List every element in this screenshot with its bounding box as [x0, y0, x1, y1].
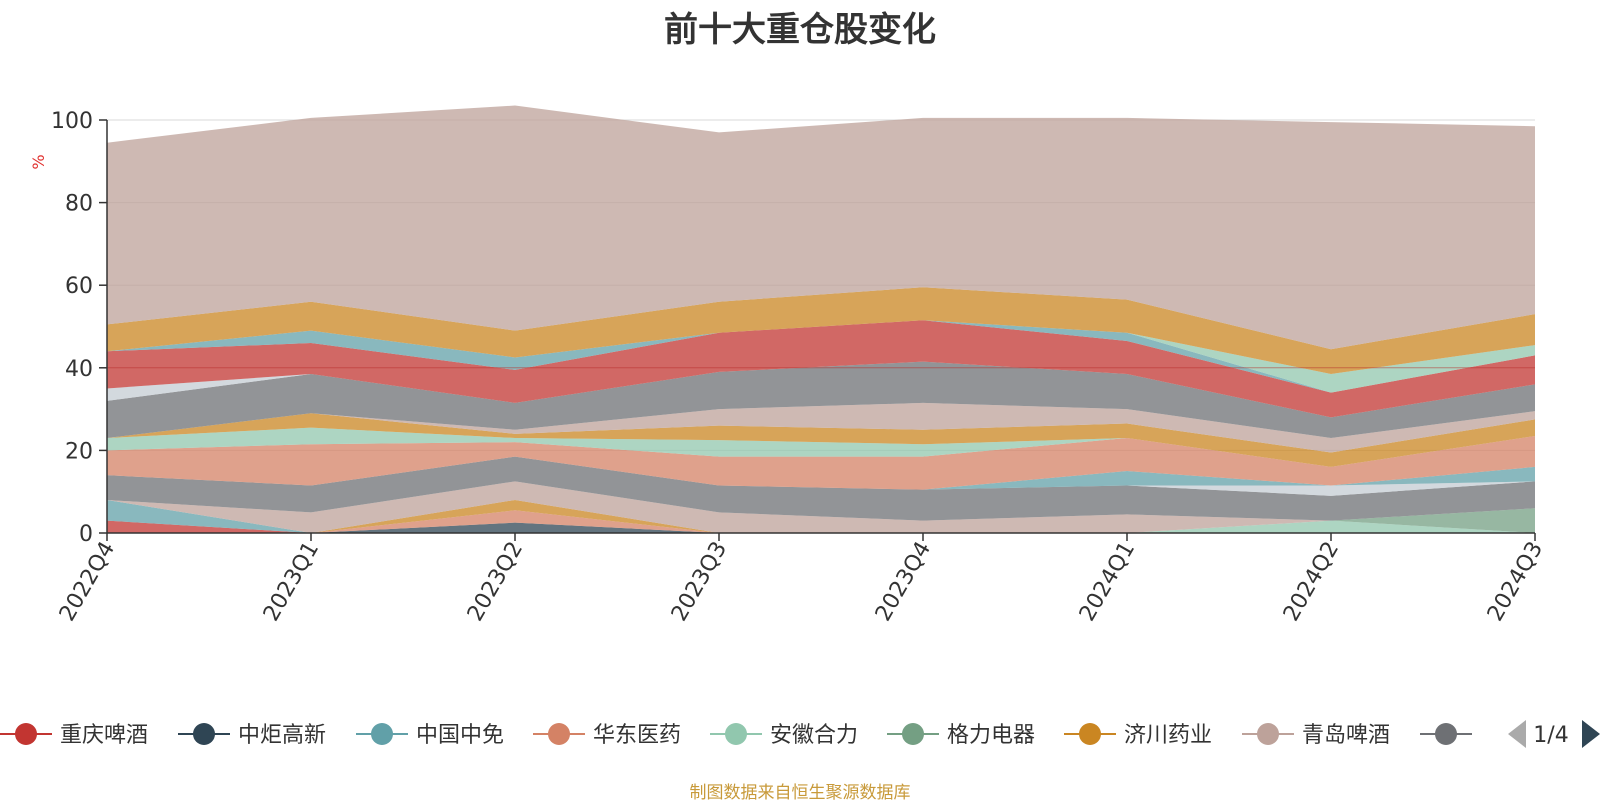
- legend-label: 青岛啤酒: [1302, 723, 1390, 748]
- legend-marker-icon: [371, 723, 393, 745]
- source-note: 制图数据来自恒生聚源数据库: [689, 783, 911, 803]
- legend-next-page-icon[interactable]: [1582, 720, 1600, 748]
- legend-marker-icon: [1257, 723, 1279, 745]
- area-series-13: [107, 427, 1535, 467]
- area-series-8: [107, 481, 1535, 533]
- legend-item[interactable]: 安徽合力: [710, 723, 858, 748]
- legend-label: 重庆啤酒: [60, 723, 148, 748]
- y-tick-label: 80: [65, 192, 93, 217]
- legend-marker-icon: [548, 723, 570, 745]
- legend-item[interactable]: 青岛啤酒: [1242, 723, 1390, 748]
- stacked-areas: [107, 105, 1535, 533]
- area-series-15: [107, 402, 1535, 453]
- y-tick-label: 100: [51, 109, 93, 134]
- area-series-11: [107, 456, 1535, 490]
- area-series-9: [107, 456, 1535, 521]
- area-series-14: [107, 413, 1535, 467]
- x-tick-label: 2024Q2: [1279, 538, 1344, 626]
- legend-marker-icon: [1435, 723, 1457, 745]
- y-tick-label: 0: [79, 522, 93, 547]
- legend-page-indicator: 1/4: [1533, 723, 1568, 748]
- x-tick-labels: 2022Q4 2023Q1 2023Q2 2023Q3 2023Q4 2024Q1 2024…: [55, 533, 1548, 626]
- legend-item[interactable]: 济川药业: [1064, 723, 1212, 748]
- area-series-12: [107, 435, 1535, 490]
- legend-prev-page-icon[interactable]: [1508, 720, 1526, 748]
- legend-label: 安徽合力: [770, 723, 858, 748]
- legend-marker-icon: [902, 723, 924, 745]
- y-tick-label: 40: [65, 357, 93, 382]
- area-series-4: [107, 499, 1535, 533]
- legend-label: 中炬高新: [238, 723, 326, 748]
- x-tick-label: 2024Q3: [1483, 538, 1548, 626]
- y-axis-unit-label: %: [29, 154, 48, 169]
- area-series-16: [107, 361, 1535, 439]
- legend-item[interactable]: 格力电器: [887, 723, 1035, 748]
- legend-item[interactable]: 华东医药: [533, 723, 681, 748]
- x-tick-label: 2023Q3: [667, 538, 732, 626]
- legend-label: 格力电器: [947, 723, 1035, 748]
- y-tick-label: 60: [65, 274, 93, 299]
- area-series-2: [107, 520, 1535, 533]
- y-tick-label: 20: [65, 439, 93, 464]
- legend-marker-icon: [15, 723, 37, 745]
- area-series-18: [107, 320, 1535, 418]
- area-series-1: [107, 520, 1535, 533]
- legend-label: 中国中免: [416, 723, 504, 748]
- legend-item[interactable]: [1420, 723, 1472, 745]
- x-tick-label: 2024Q1: [1075, 538, 1140, 626]
- y-tick-labels: 0 20 40 60 80 100: [51, 109, 107, 547]
- chart-title: 前十大重仓股变化: [664, 10, 936, 50]
- area-series-10: [107, 456, 1535, 496]
- area-series-22: [107, 105, 1535, 350]
- legend-item[interactable]: 重庆啤酒: [0, 723, 148, 748]
- legend-marker-icon: [1079, 723, 1101, 745]
- legend-label: 华东医药: [593, 723, 681, 748]
- legend-pager: 1/4: [1508, 720, 1600, 748]
- area-series-21: [107, 287, 1535, 374]
- legend-label: 济川药业: [1124, 723, 1212, 748]
- x-tick-label: 2023Q2: [463, 538, 528, 626]
- x-tick-label: 2022Q4: [55, 538, 120, 626]
- x-tick-label: 2023Q4: [871, 538, 936, 626]
- area-series-7: [107, 499, 1535, 533]
- area-series-5: [107, 499, 1535, 533]
- legend-item[interactable]: 中炬高新: [178, 723, 326, 748]
- legend-item[interactable]: 中国中免: [356, 723, 504, 748]
- x-tick-label: 2023Q1: [259, 538, 324, 626]
- legend-marker-icon: [193, 723, 215, 745]
- legend: 重庆啤酒 中炬高新 中国中免 华东医药 安徽合力 格力电器 济川药业 青岛啤酒: [0, 723, 1472, 748]
- axes: [106, 120, 1535, 534]
- legend-marker-icon: [725, 723, 747, 745]
